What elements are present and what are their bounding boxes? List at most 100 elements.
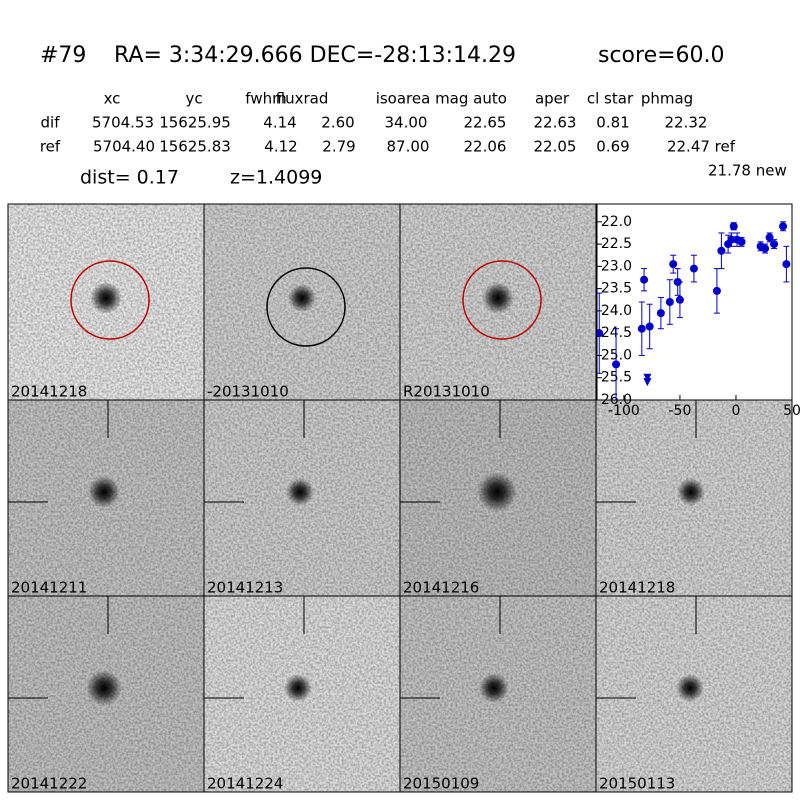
column-header: fluxrad	[276, 90, 329, 108]
table-cell: 2.60	[321, 114, 354, 132]
upper-limit	[643, 378, 652, 387]
score: score=60.0	[598, 43, 725, 68]
source	[288, 284, 316, 312]
data-point	[779, 222, 788, 231]
stamp-label: 20141211	[11, 579, 87, 597]
table-cell: 2.79	[322, 138, 355, 156]
y-tick-label: 22.0	[601, 214, 632, 230]
data-point	[597, 329, 604, 338]
stamp-label: 20150113	[599, 775, 675, 793]
data-point	[612, 360, 621, 369]
column-header: mag auto	[435, 90, 507, 108]
column-header: xc	[104, 90, 121, 108]
table-cell: 22.32	[665, 114, 708, 132]
source	[88, 476, 120, 508]
table-cell: 0.81	[596, 114, 629, 132]
stamp-label: -20131010	[207, 383, 289, 401]
data-point	[637, 324, 646, 333]
data-point	[761, 244, 770, 253]
source	[479, 673, 509, 703]
aperture	[266, 267, 346, 347]
stamp-label: 20141218	[11, 383, 87, 401]
upper-limit	[643, 373, 652, 382]
column-header: cl star	[587, 90, 634, 108]
image-stamp: 20150109	[399, 595, 597, 793]
row-label: dif	[41, 114, 61, 132]
row-label: ref	[40, 138, 61, 156]
data-point	[712, 286, 721, 295]
table-cell: 15625.83	[159, 138, 231, 156]
table-cell: 22.63	[534, 114, 577, 132]
stamp-label: 20150109	[403, 775, 479, 793]
stamp-label: 20141218	[599, 579, 675, 597]
x-tick-label: 50	[783, 403, 800, 419]
table-cell: 87.00	[387, 138, 430, 156]
image-stamp: 20141218	[595, 399, 793, 597]
data-point	[727, 235, 736, 244]
plot-area	[597, 221, 791, 400]
data-point	[640, 275, 649, 284]
data-point	[729, 222, 738, 231]
image-stamp: -20131010	[203, 203, 401, 401]
table-cell: 0.69	[596, 138, 629, 156]
y-tick-label: 23.5	[601, 281, 632, 297]
source	[482, 282, 514, 314]
table-cell: 22.47 ref	[667, 138, 736, 156]
x-tick-label: -100	[608, 403, 640, 419]
source	[90, 282, 122, 314]
stamp-frame	[595, 595, 793, 793]
stamp-label: 20141216	[403, 579, 479, 597]
redshift: z=1.4099	[230, 167, 322, 189]
source	[477, 472, 517, 512]
x-tick-label: -50	[668, 403, 691, 419]
data-point	[765, 233, 774, 242]
table-cell: 15625.95	[159, 114, 231, 132]
table-cell: 22.65	[464, 114, 507, 132]
data-point	[689, 264, 698, 273]
stamp-label: 20141213	[207, 579, 283, 597]
image-stamp: 20141216	[399, 399, 597, 597]
data-point	[782, 260, 791, 269]
y-tick-label: 24.0	[601, 303, 632, 319]
source	[676, 674, 704, 702]
column-header: aper	[535, 90, 570, 108]
data-point	[665, 298, 674, 306]
candidate-id: #79	[40, 43, 86, 68]
image-stamp: 20141222	[7, 595, 205, 793]
image-stamp: 20141224	[203, 595, 401, 793]
table-cell: 4.14	[263, 114, 296, 132]
column-header: yc	[185, 90, 202, 108]
image-stamp: 20141211	[7, 399, 205, 597]
column-header: phmag	[641, 90, 693, 108]
data-point	[717, 246, 726, 255]
data-point	[770, 240, 779, 249]
table-cell: 34.00	[385, 114, 428, 132]
table-cell: 5704.53	[92, 114, 154, 132]
column-header: isoarea	[376, 90, 431, 108]
column-header: fwhm	[245, 90, 286, 108]
source	[286, 478, 314, 506]
table-cell: 22.06	[464, 138, 507, 156]
table-cell: 4.12	[264, 138, 297, 156]
image-stamp: 20141213	[203, 399, 401, 597]
image-stamp: 20141218	[7, 203, 205, 401]
aperture	[462, 260, 542, 340]
phmag-new: 21.78 new	[708, 162, 787, 180]
coordinates: RA= 3:34:29.666 DEC=-28:13:14.29	[114, 43, 516, 68]
plot-background	[596, 203, 793, 401]
x-tick-label: 0	[732, 403, 741, 419]
data-point	[675, 295, 684, 304]
source	[86, 670, 122, 706]
source	[284, 674, 312, 702]
stamp-label: R20131010	[403, 383, 490, 401]
y-tick-label: 23.0	[601, 258, 632, 274]
data-point	[656, 309, 665, 318]
data-point	[645, 322, 654, 331]
image-stamp: R20131010	[399, 203, 597, 401]
y-tick-label: 22.5	[601, 236, 632, 252]
image-stamp: 20150113	[595, 595, 793, 793]
table-cell: 5704.40	[93, 138, 155, 156]
distance: dist= 0.17	[80, 167, 179, 189]
stamp-label: 20141222	[11, 775, 87, 793]
